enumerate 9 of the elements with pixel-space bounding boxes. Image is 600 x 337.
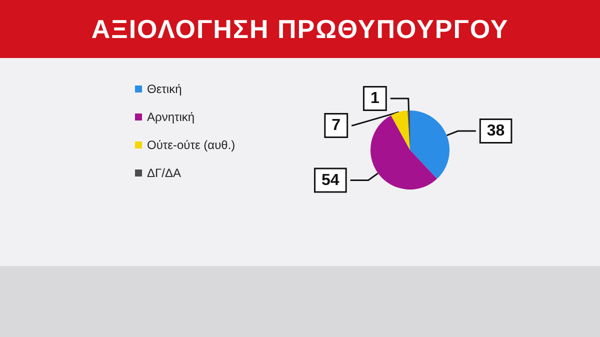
data-label: 7 (332, 117, 341, 134)
chart-title: ΑΞΙΟΛΟΓΗΣΗ ΠΡΩΘΥΠΟΥΡΓΟΥ (90, 14, 510, 45)
data-label: 38 (486, 122, 505, 140)
legend-label: Αρνητική (147, 110, 195, 124)
legend-label: Θετική (147, 82, 182, 96)
data-label: 1 (370, 90, 380, 108)
legend-label: Ούτε-ούτε (αυθ.) (147, 138, 236, 152)
data-label: 54 (322, 172, 340, 189)
legend-label: ΔΓ/ΔΑ (147, 166, 181, 180)
